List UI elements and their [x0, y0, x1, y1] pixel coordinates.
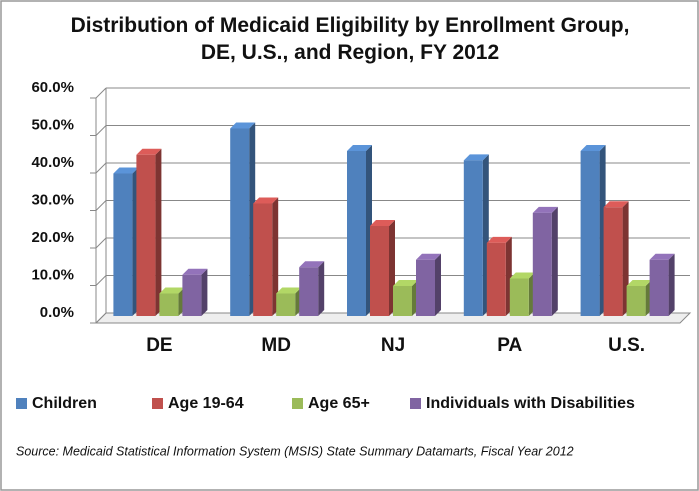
bar — [230, 128, 250, 316]
y-tick-label: 40.0% — [31, 154, 74, 171]
legend-label: Individuals with Disabilities — [426, 395, 635, 412]
grid-line-side — [95, 87, 107, 99]
legend-swatch — [292, 398, 303, 409]
y-tick-label: 10.0% — [31, 266, 74, 283]
bar-side — [318, 261, 325, 316]
legend-label: Children — [32, 395, 97, 412]
bar — [393, 286, 412, 316]
bar — [113, 173, 133, 316]
bar — [182, 274, 202, 316]
bar-top — [649, 253, 675, 260]
x-tick-label: MD — [261, 335, 291, 356]
legend-swatch — [16, 398, 27, 409]
bar-top — [532, 206, 558, 213]
bar — [136, 154, 156, 316]
source-note: Source: Medicaid Statistical Information… — [16, 444, 574, 458]
x-tick-label: DE — [146, 335, 172, 356]
x-tick-label: U.S. — [608, 335, 645, 356]
bar-top — [136, 148, 162, 155]
grid-line-side — [95, 162, 107, 174]
y-tick-label: 20.0% — [31, 229, 74, 246]
bar — [532, 212, 552, 316]
bar — [626, 286, 646, 316]
bar-side — [272, 197, 279, 316]
bar — [649, 259, 669, 316]
bar-top — [393, 280, 418, 286]
y-tick-label: 50.0% — [31, 116, 74, 133]
grid-line-side — [95, 312, 107, 324]
bar-side — [435, 253, 441, 316]
bar — [159, 293, 179, 316]
grid-line-side — [95, 275, 107, 286]
bar-top — [416, 253, 441, 260]
bar-side — [551, 206, 558, 316]
bar — [370, 226, 389, 316]
bar-side — [155, 148, 162, 316]
bar-top — [347, 145, 372, 151]
bar-top — [509, 272, 535, 279]
bar-top — [370, 220, 395, 226]
bar-top — [486, 236, 512, 243]
bar-top — [299, 261, 325, 268]
y-tick-label: 60.0% — [31, 79, 74, 96]
bar — [603, 207, 623, 316]
bar — [463, 160, 483, 316]
bar-top — [276, 287, 302, 294]
bar-top — [253, 197, 279, 204]
y-tick-label: 30.0% — [31, 191, 74, 208]
bar-side — [201, 268, 208, 316]
bar — [486, 242, 506, 316]
bar — [253, 203, 273, 316]
x-tick-label: NJ — [381, 335, 405, 356]
bar-top — [159, 287, 185, 294]
legend-label: Age 65+ — [308, 395, 370, 412]
bar-top — [182, 268, 208, 275]
grid-line-side — [95, 237, 107, 249]
bar — [276, 293, 296, 316]
bar-side — [668, 253, 675, 316]
bar — [580, 151, 600, 316]
y-tick-label: 0.0% — [40, 304, 74, 321]
bar-top — [603, 201, 629, 208]
bar-top — [463, 154, 489, 161]
grid-line-side — [95, 200, 107, 211]
chart-title: Distribution of Medicaid Eligibility by … — [70, 14, 630, 64]
bar — [347, 151, 366, 316]
bar-top — [626, 280, 652, 286]
legend-swatch — [410, 398, 421, 409]
bar-top — [113, 167, 139, 174]
bar — [299, 267, 319, 316]
bar-top — [230, 122, 256, 129]
bar — [416, 259, 435, 316]
bar-top — [580, 145, 606, 151]
legend-swatch — [152, 398, 163, 409]
grid-line-side — [95, 125, 107, 136]
bar — [509, 278, 529, 316]
x-tick-label: PA — [497, 335, 522, 356]
legend-label: Age 19-64 — [168, 395, 244, 412]
